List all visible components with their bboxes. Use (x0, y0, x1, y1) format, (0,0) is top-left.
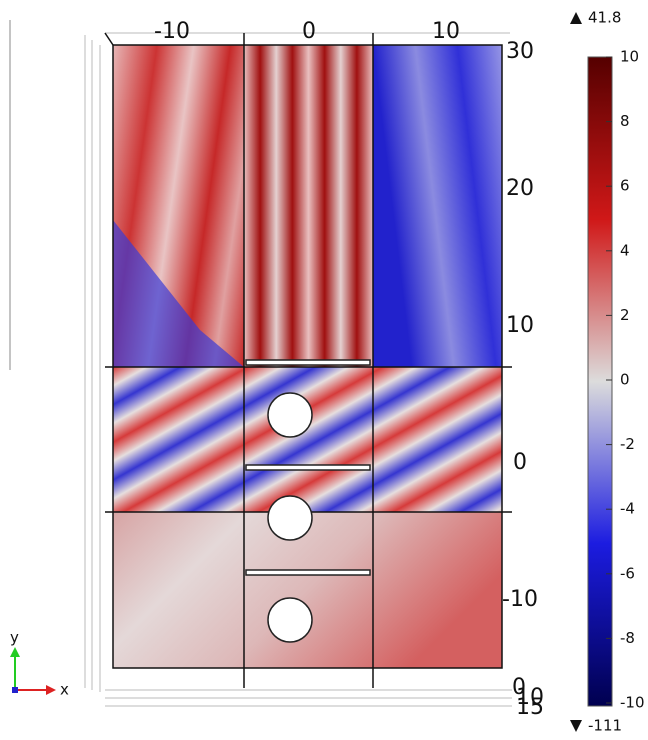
min-marker (570, 720, 582, 732)
colorbar-tick-label: 4 (620, 241, 630, 259)
corner-label: 15 (516, 695, 544, 720)
y-tick-label: 10 (506, 313, 534, 338)
y-tick-label: 0 (513, 450, 527, 475)
corner-label: 0 (512, 675, 526, 700)
field-plot (104, 32, 512, 688)
colorbar-tick-label: -8 (620, 629, 635, 647)
max-label: 41.8 (588, 9, 621, 27)
colorbar-tick-label: 10 (620, 48, 639, 66)
axis-triad: y x (10, 629, 69, 699)
x-tick-label: -10 (154, 19, 190, 44)
corner-label: 10 (516, 685, 544, 710)
colorbar-tick-label: -6 (620, 564, 635, 582)
colorbar-tick-label: 0 (620, 371, 630, 389)
colorbar (587, 56, 613, 707)
colorbar-tick-label: 8 (620, 112, 630, 130)
max-marker (570, 12, 582, 24)
colorbar-tick-label: -10 (620, 694, 645, 712)
colorbar-tick-label: -4 (620, 500, 635, 518)
frame (84, 32, 512, 707)
colorbar-tick-label: 6 (620, 177, 630, 195)
colorbar-tick-label: -2 (620, 435, 635, 453)
axis-x-label: x (60, 681, 69, 699)
x-tick-label: 10 (432, 19, 460, 44)
axis-y-label: y (10, 629, 19, 647)
y-tick-label: 20 (506, 176, 534, 201)
colorbar-tick-label: 2 (620, 306, 630, 324)
x-tick-label: 0 (302, 19, 316, 44)
y-tick-label: 30 (506, 39, 534, 64)
min-label: -111 (588, 717, 622, 735)
y-tick-label: -10 (502, 587, 538, 612)
